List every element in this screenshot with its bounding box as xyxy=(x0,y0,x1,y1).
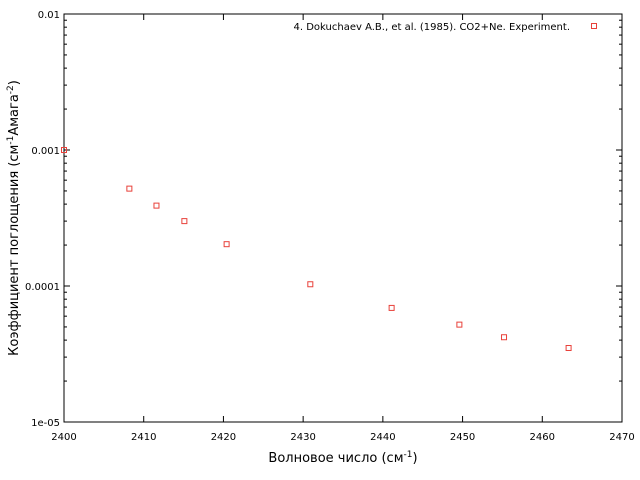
x-tick-label: 2440 xyxy=(370,432,395,443)
y-axis-title-end: ) xyxy=(7,80,22,85)
y-axis-title-superscript-1: -1 xyxy=(6,136,16,145)
x-axis-title-text: Волновое число (см xyxy=(268,451,403,466)
data-point xyxy=(388,304,395,311)
data-point xyxy=(61,147,67,153)
y-tick-label: 0.01 xyxy=(38,10,60,21)
x-tick-label: 2410 xyxy=(131,432,156,443)
data-point xyxy=(153,202,160,209)
x-tick-label: 2400 xyxy=(51,432,76,443)
y-axis-title-text: Коэффициент поглощения (см xyxy=(7,145,22,356)
plot-frame xyxy=(63,13,623,423)
data-points xyxy=(61,147,572,352)
x-axis-title-end: ) xyxy=(412,451,417,466)
legend-marker xyxy=(591,23,597,29)
x-tick-label: 2460 xyxy=(530,432,555,443)
x-tick-label: 2430 xyxy=(290,432,315,443)
data-point xyxy=(181,218,188,225)
axis-ticks: 2400 2410 2420 2430 2440 2450 2460 2470 1e-05 0.0… xyxy=(25,10,635,443)
x-axis-title-superscript: -1 xyxy=(404,450,413,460)
x-tick-label: 2450 xyxy=(450,432,475,443)
y-axis-title-superscript-2: -2 xyxy=(6,85,16,94)
x-axis-title: Волновое число (см-1) xyxy=(268,450,417,466)
data-point xyxy=(307,281,314,288)
data-point xyxy=(501,334,508,341)
y-tick-label: 0.001 xyxy=(31,146,60,157)
y-tick-label: 0.0001 xyxy=(25,282,60,293)
x-tick-label: 2420 xyxy=(211,432,236,443)
y-axis-title-unit: Амага xyxy=(7,94,22,135)
x-tick-label: 2470 xyxy=(609,432,634,443)
y-axis-title: Коэффициент поглощения (см-1Амага-2) xyxy=(6,80,22,356)
data-point xyxy=(565,345,572,352)
y-tick-label: 1e-05 xyxy=(31,418,60,429)
data-point xyxy=(223,241,230,248)
data-point xyxy=(126,185,133,192)
legend-entry-label: 4. Dokuchaev A.B., et al. (1985). CO2+Ne… xyxy=(294,22,570,33)
data-point xyxy=(456,321,463,328)
legend: 4. Dokuchaev A.B., et al. (1985). CO2+Ne… xyxy=(294,22,597,33)
